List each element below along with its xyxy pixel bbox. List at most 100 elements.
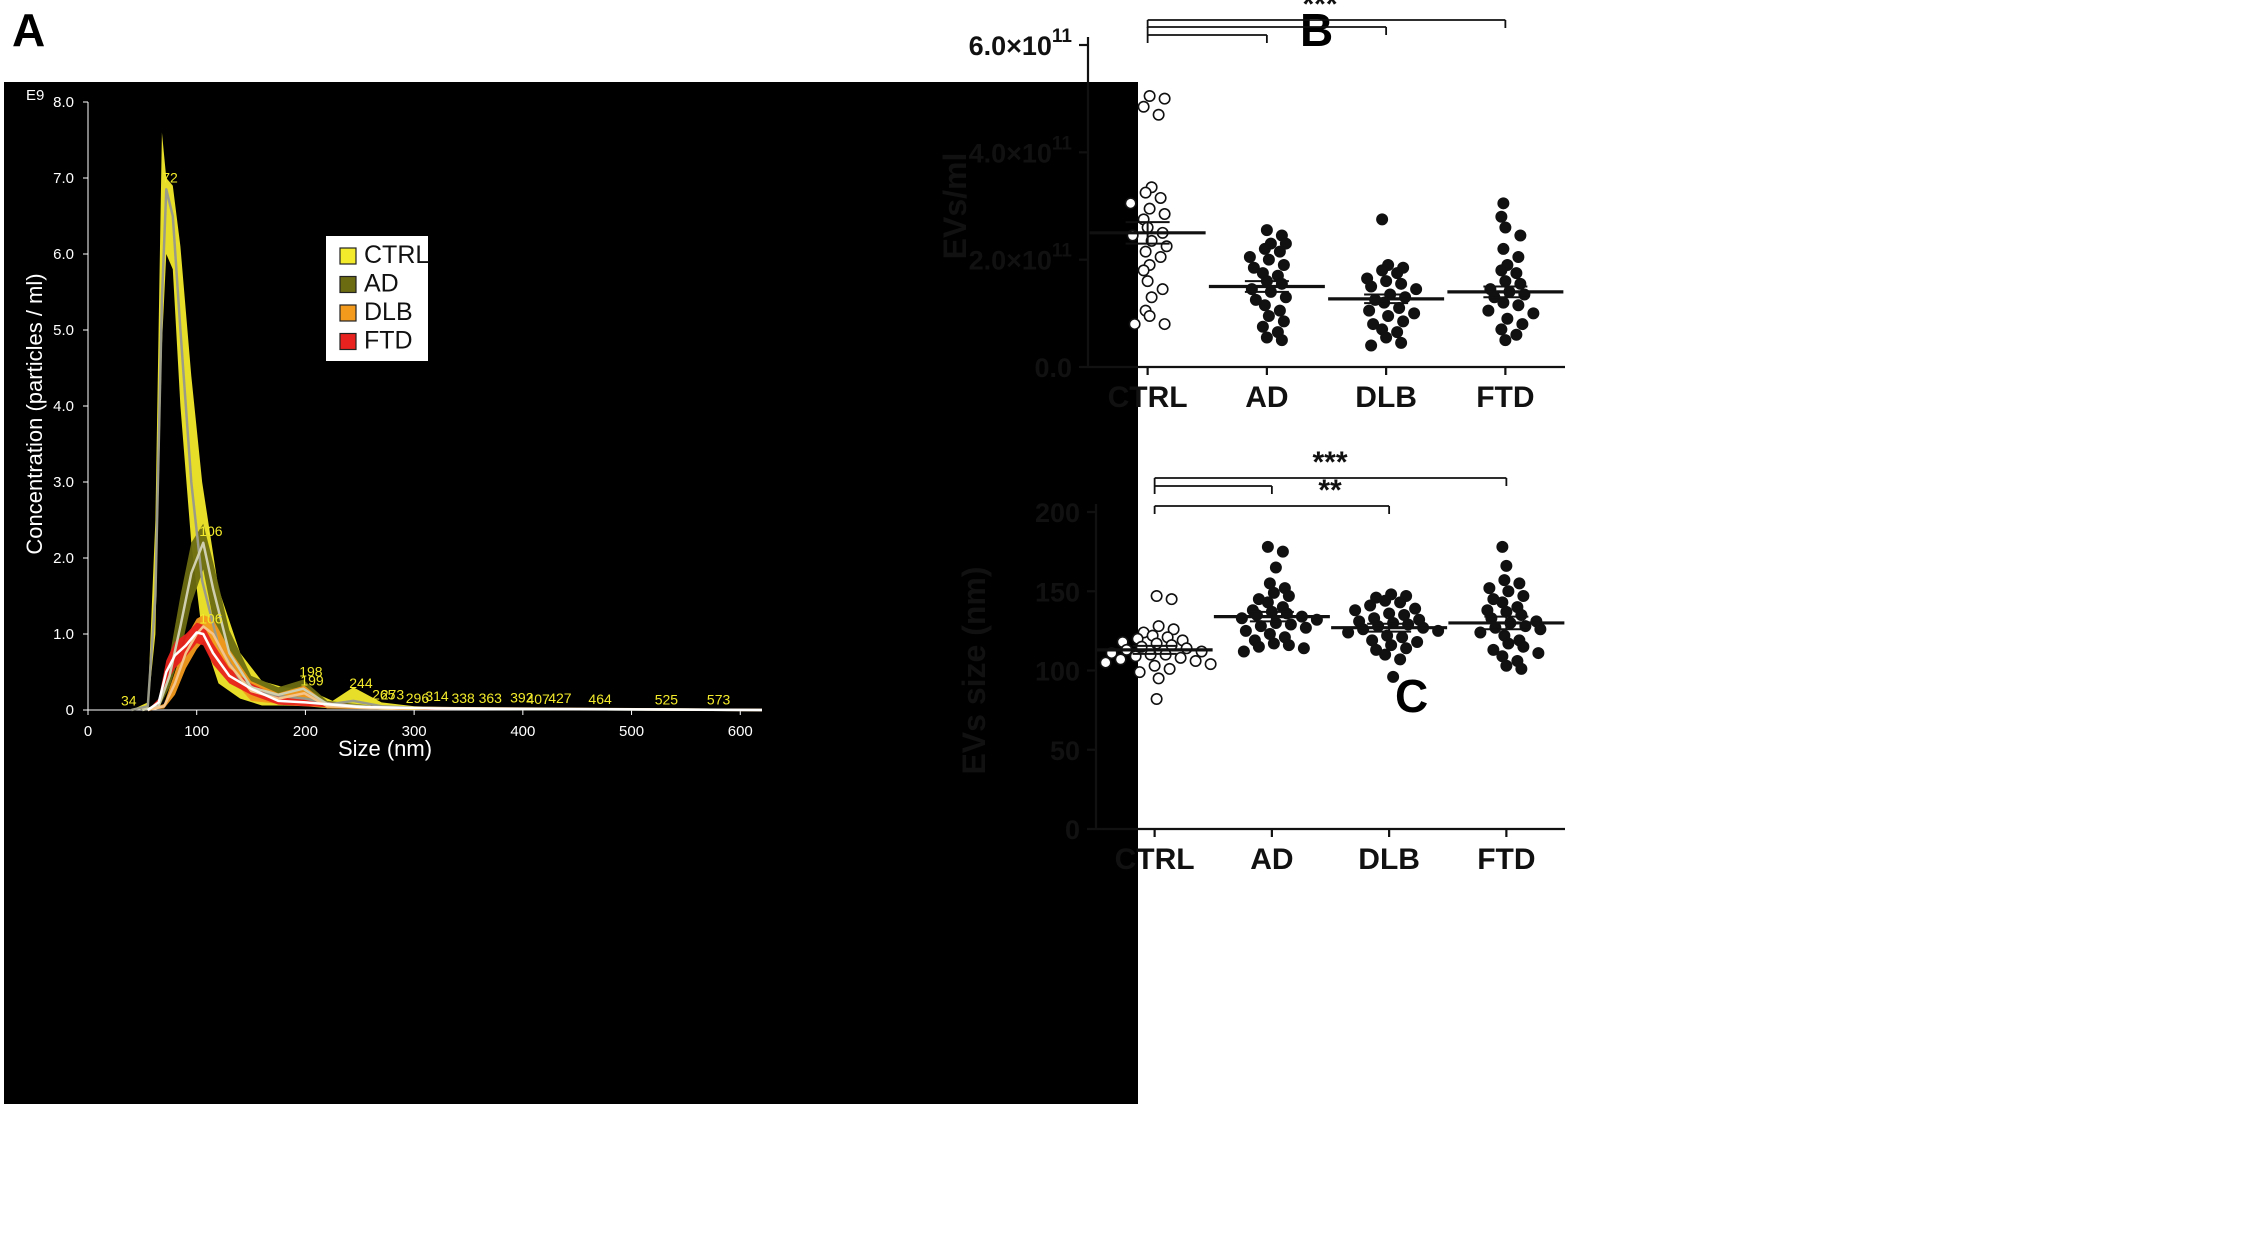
peak-label: 427 xyxy=(548,690,572,706)
data-point-ad xyxy=(1243,250,1256,263)
data-point-ftd xyxy=(1497,242,1510,255)
data-point-ctrl xyxy=(1154,250,1167,263)
peak-label: 296 xyxy=(406,690,430,706)
data-point-dlb xyxy=(1391,326,1404,339)
data-point-ctrl xyxy=(1150,590,1163,603)
category-label-ctrl: CTRL xyxy=(1108,381,1188,414)
data-point-ftd xyxy=(1516,318,1529,331)
y-tick-label: 4.0×1011 xyxy=(969,133,1073,168)
data-point-ad xyxy=(1239,624,1252,637)
data-point-ftd xyxy=(1482,304,1495,317)
data-point-dlb xyxy=(1376,213,1389,226)
data-point-ctrl xyxy=(1158,208,1171,221)
data-point-ctrl xyxy=(1143,89,1156,102)
data-point-dlb xyxy=(1380,275,1393,288)
significance-label: *** xyxy=(1312,446,1347,479)
legend-swatch-ftd xyxy=(339,332,357,351)
nta-y-tick-label: 5.0 xyxy=(53,322,74,339)
data-point-ftd xyxy=(1514,229,1527,242)
y-tick-label: 200 xyxy=(1035,498,1080,528)
panel-letter-b: B xyxy=(1300,4,1333,56)
nta-x-axis-title: Size (nm) xyxy=(338,736,432,761)
data-point-ad xyxy=(1267,637,1280,650)
legend-label-ad: AD xyxy=(364,270,399,298)
data-point-dlb xyxy=(1365,339,1378,352)
data-point-ftd xyxy=(1534,623,1547,636)
data-point-dlb xyxy=(1367,318,1380,331)
data-point-ctrl xyxy=(1152,672,1165,685)
category-label-ad: AD xyxy=(1250,843,1293,876)
y-tick-label: 50 xyxy=(1050,736,1080,766)
data-point-ctrl xyxy=(1167,623,1180,636)
data-point-ftd xyxy=(1474,626,1487,639)
nta-x-tick-label: 0 xyxy=(84,723,92,740)
y-tick-label: 0 xyxy=(1065,815,1080,845)
category-label-ftd: FTD xyxy=(1477,843,1535,876)
data-point-ctrl xyxy=(1150,693,1163,706)
data-point-ad xyxy=(1282,639,1295,652)
peak-label: 407 xyxy=(526,691,550,707)
data-point-ctrl xyxy=(1165,593,1178,606)
category-label-dlb: DLB xyxy=(1355,381,1417,414)
data-point-ad xyxy=(1269,561,1282,574)
data-point-ad xyxy=(1276,545,1289,558)
peak-label: 34 xyxy=(121,692,137,708)
nta-x-tick-label: 100 xyxy=(184,723,209,740)
data-point-ftd xyxy=(1527,307,1540,320)
data-point-ctrl xyxy=(1154,191,1167,204)
data-point-ad xyxy=(1279,291,1292,304)
series-line-ftd xyxy=(147,631,763,712)
nta-y-tick-label: 0 xyxy=(66,702,74,719)
data-point-ctrl xyxy=(1137,100,1150,113)
peak-label: 273 xyxy=(381,686,405,702)
data-point-ctrl xyxy=(1141,275,1154,288)
nta-y-tick-label: 6.0 xyxy=(53,246,74,263)
data-point-ad xyxy=(1256,320,1269,333)
series-band-dlb xyxy=(147,615,762,710)
data-point-ftd xyxy=(1512,299,1525,312)
peak-label: 314 xyxy=(425,688,449,704)
nta-y-tick-label: 7.0 xyxy=(53,170,74,187)
data-point-dlb xyxy=(1379,648,1392,661)
peak-label: 244 xyxy=(349,675,373,691)
nta-y-tick-label: 3.0 xyxy=(53,474,74,491)
peak-label: 363 xyxy=(479,690,503,706)
data-point-ftd xyxy=(1495,323,1508,336)
data-point-ftd xyxy=(1500,659,1513,672)
y-tick-label: 2.0×1011 xyxy=(969,241,1073,276)
data-point-dlb xyxy=(1364,599,1377,612)
data-point-ad xyxy=(1261,540,1274,553)
data-point-ftd xyxy=(1502,637,1515,650)
peak-label: 72 xyxy=(162,170,178,186)
category-label-ad: AD xyxy=(1245,381,1288,414)
data-point-ftd xyxy=(1510,267,1523,280)
nta-x-tick-label: 200 xyxy=(293,723,318,740)
data-point-ad xyxy=(1262,310,1275,323)
data-point-ad xyxy=(1247,261,1260,274)
data-point-ftd xyxy=(1499,275,1512,288)
data-point-ad xyxy=(1273,245,1286,258)
data-point-dlb xyxy=(1391,267,1404,280)
data-point-ad xyxy=(1267,586,1280,599)
data-point-ctrl xyxy=(1139,186,1152,199)
significance-label: ** xyxy=(1318,474,1342,507)
peak-label: 338 xyxy=(451,690,475,706)
nta-x-tick-label: 600 xyxy=(728,723,753,740)
data-point-ad xyxy=(1252,640,1265,653)
y-tick-label: 6.0×1011 xyxy=(969,26,1073,61)
data-point-ctrl xyxy=(1143,202,1156,215)
y-tick-label: 0.0 xyxy=(1034,353,1072,383)
data-point-dlb xyxy=(1380,331,1393,344)
data-point-dlb xyxy=(1394,596,1407,609)
data-point-ftd xyxy=(1500,559,1513,572)
data-point-ftd xyxy=(1495,210,1508,223)
significance-label: *** xyxy=(1302,0,1337,21)
nta-y-axis-title: Concentration (particles / ml) xyxy=(22,273,47,554)
data-point-ctrl xyxy=(1174,651,1187,664)
peak-label: 106 xyxy=(199,610,223,626)
data-point-ad xyxy=(1262,253,1275,266)
data-point-ad xyxy=(1299,621,1312,634)
data-point-dlb xyxy=(1393,301,1406,314)
peak-label: 392 xyxy=(510,689,534,705)
